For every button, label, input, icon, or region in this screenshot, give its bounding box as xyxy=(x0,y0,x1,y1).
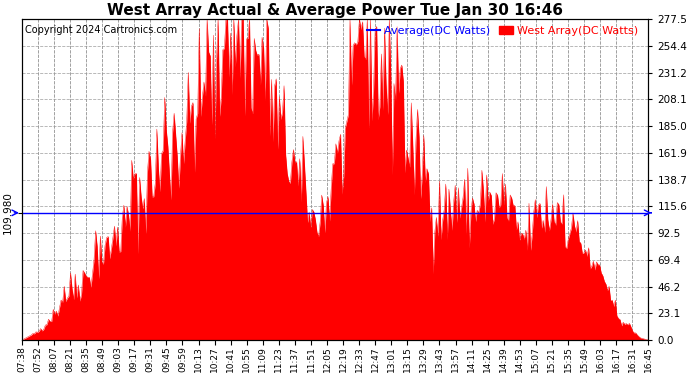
Legend: Average(DC Watts), West Array(DC Watts): Average(DC Watts), West Array(DC Watts) xyxy=(362,21,643,40)
Text: Copyright 2024 Cartronics.com: Copyright 2024 Cartronics.com xyxy=(25,26,177,35)
Title: West Array Actual & Average Power Tue Jan 30 16:46: West Array Actual & Average Power Tue Ja… xyxy=(107,3,563,18)
